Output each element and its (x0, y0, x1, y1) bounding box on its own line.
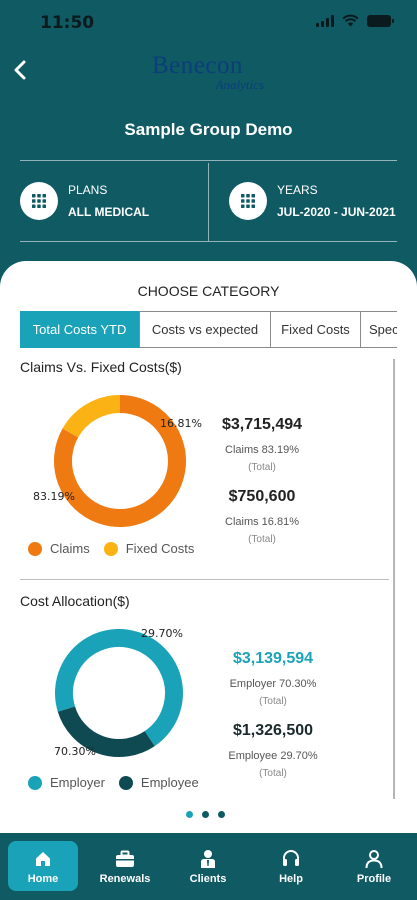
selector-row: PLANS ALL MEDICAL YEARS JUL-2020 - JUN-2… (20, 160, 397, 242)
legend-label-fixed-costs: Fixed Costs (125, 541, 195, 556)
briefcase-icon (114, 848, 136, 870)
tab-fixed-costs[interactable]: Fixed Costs (270, 311, 361, 348)
grid-icon (229, 182, 267, 220)
tab-costs-vs-expected[interactable]: Costs vs expected (139, 311, 271, 348)
allocation-legend: Employer Employee (28, 775, 213, 790)
employee-caption: Employee 29.70% (228, 750, 318, 762)
benecon-logo: Benecon Analytics (152, 52, 272, 96)
section-divider (20, 579, 389, 580)
fixed-costs-note: (Total) (248, 534, 276, 545)
claims-note: (Total) (248, 462, 276, 473)
donut-slice-employee (57, 706, 155, 757)
home-icon (34, 848, 52, 870)
signal-icon (316, 14, 334, 27)
legend-item-employee: Employee (118, 775, 199, 790)
chevron-left-icon (14, 60, 26, 80)
legend-label-employee: Employee (140, 775, 199, 790)
claims-percent-label: 83.19% (33, 490, 75, 503)
plans-value: ALL MEDICAL (68, 205, 150, 219)
employee-amount: $1,326,500 (232, 722, 314, 739)
donut-slice-claims (54, 395, 186, 527)
person-icon (364, 848, 384, 870)
donut-slice-employer (55, 629, 183, 747)
grid-icon (20, 182, 58, 220)
nav-clients[interactable]: Clients (173, 841, 243, 891)
nav-clients-label: Clients (189, 872, 227, 885)
dashboard-card: CHOOSE CATEGORY Total Costs YTD Costs vs… (0, 261, 417, 833)
bottom-nav: Home Renewals Clients Help Profile (0, 833, 417, 900)
employer-caption: Employer 70.30% (229, 678, 317, 690)
employer-note: (Total) (259, 696, 287, 707)
wifi-icon (342, 14, 359, 27)
donut-slice-fixed-costs (62, 395, 121, 438)
legend-label-employer: Employer (50, 775, 105, 790)
page-dot-2[interactable] (202, 811, 209, 818)
legend-dot-claims (28, 541, 42, 556)
page-dot-3[interactable] (218, 811, 225, 818)
status-time: 11:50 (40, 13, 95, 33)
employee-note: (Total) (259, 768, 287, 779)
tab-spec[interactable]: Spec (360, 311, 397, 348)
nav-home[interactable]: Home (8, 841, 78, 891)
legend-item-claims: Claims (28, 541, 90, 556)
group-title: Sample Group Demo (124, 120, 293, 139)
legend-dot-fixed-costs (103, 541, 118, 556)
legend-item-employer: Employer (28, 775, 105, 790)
legend-item-fixed-costs: Fixed Costs (103, 541, 195, 556)
claims-donut-chart (54, 395, 186, 527)
battery-icon (367, 14, 394, 27)
status-bar: 11:50 (0, 0, 417, 44)
logo-sub-text: Analytics (215, 77, 264, 92)
nav-help-label: Help (279, 872, 303, 885)
employer-percent-label: 70.30% (54, 745, 96, 758)
fixed-costs-amount: $750,600 (228, 488, 296, 505)
selector-divider (208, 163, 209, 241)
clients-icon (198, 848, 218, 870)
years-value: JUL-2020 - JUN-2021 (277, 205, 396, 219)
scrollbar-thumb[interactable] (393, 359, 395, 799)
nav-home-label: Home (27, 872, 59, 885)
legend-dot-employer (28, 775, 42, 790)
years-label: YEARS (277, 183, 318, 197)
page-indicator (186, 811, 225, 818)
claims-chart-title: Claims Vs. Fixed Costs($) (20, 359, 182, 375)
employee-percent-label: 29.70% (141, 627, 183, 640)
years-selector[interactable]: YEARS JUL-2020 - JUN-2021 (229, 161, 396, 241)
legend-label-claims: Claims (50, 541, 90, 556)
legend-dot-employee (118, 775, 133, 790)
choose-category-title: CHOOSE CATEGORY (137, 283, 280, 299)
fixed-costs-percent-label: 16.81% (160, 417, 202, 430)
scrollbar[interactable] (393, 359, 395, 799)
nav-renewals-label: Renewals (99, 872, 151, 885)
tab-total-costs-ytd[interactable]: Total Costs YTD (20, 311, 139, 348)
nav-help[interactable]: Help (256, 841, 326, 891)
category-tabs: Total Costs YTD Costs vs expected Fixed … (20, 311, 397, 348)
nav-profile[interactable]: Profile (339, 841, 409, 891)
fixed-costs-caption: Claims 16.81% (225, 516, 299, 528)
claims-caption: Claims 83.19% (225, 444, 299, 456)
nav-profile-label: Profile (356, 872, 392, 885)
allocation-chart-title: Cost Allocation($) (20, 593, 130, 609)
claims-legend: Claims Fixed Costs (28, 541, 208, 556)
plans-label: PLANS (68, 183, 108, 197)
logo-main-text: Benecon (152, 52, 243, 79)
allocation-donut-chart (55, 629, 183, 757)
status-icons (316, 14, 394, 27)
page-dot-1[interactable] (186, 811, 193, 818)
plans-selector[interactable]: PLANS ALL MEDICAL (20, 161, 149, 241)
nav-renewals[interactable]: Renewals (90, 841, 160, 891)
headset-icon (281, 848, 301, 870)
claims-amount: $3,715,494 (221, 416, 303, 433)
back-button[interactable] (6, 52, 34, 88)
employer-amount: $3,139,594 (232, 650, 314, 667)
